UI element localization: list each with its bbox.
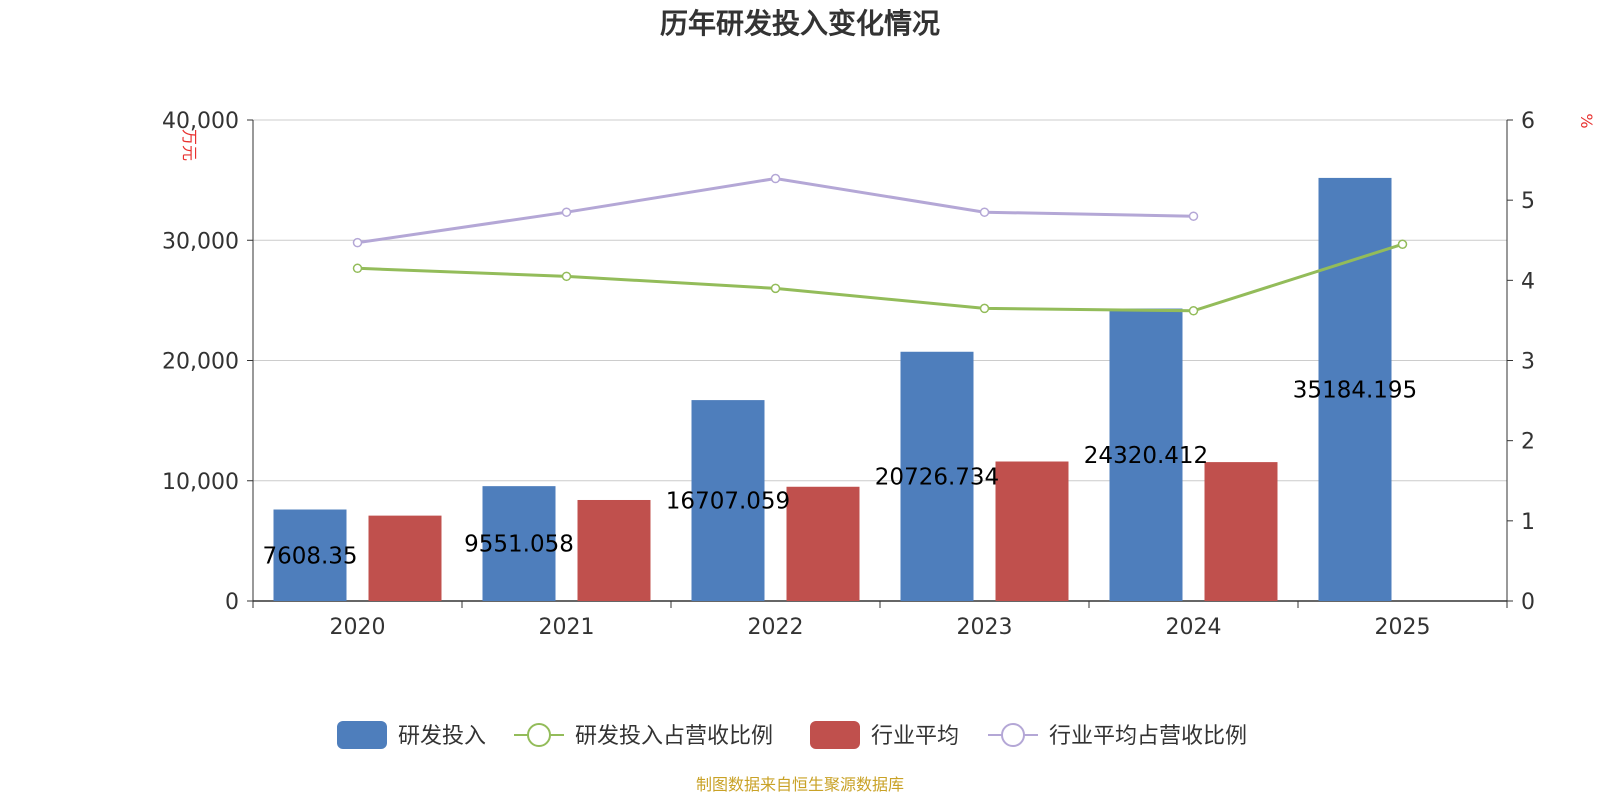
legend-label-0: 研发投入 xyxy=(398,724,486,749)
bar-industry-avg xyxy=(1204,462,1278,601)
left-tick-label: 30,000 xyxy=(162,229,239,254)
line-rd-ratio xyxy=(357,242,1403,313)
right-tick-label: 3 xyxy=(1521,350,1535,375)
line-industry-ratio-point xyxy=(352,237,363,248)
bar-rd-investment xyxy=(273,509,347,601)
legend-label-1: 研发投入占营收比例 xyxy=(575,724,773,749)
bar-data-label: 16707.059 xyxy=(666,489,790,515)
x-tick-label: 2025 xyxy=(1375,615,1431,640)
line-rd-ratio-point xyxy=(979,303,990,314)
bar-rd-investment xyxy=(900,351,974,601)
bar-rd-investment xyxy=(482,486,556,601)
line-industry-ratio xyxy=(357,177,1194,245)
line-rd-ratio-point xyxy=(1397,239,1408,250)
legend-swatch-0 xyxy=(337,721,387,749)
left-tick-label: 40,000 xyxy=(162,109,239,134)
bar-rd-investment xyxy=(691,400,765,601)
bar-industry-avg xyxy=(786,486,860,601)
right-tick-label: 2 xyxy=(1521,430,1535,455)
legend-label-3: 行业平均占营收比例 xyxy=(1049,724,1247,749)
line-rd-ratio-point xyxy=(1188,306,1199,316)
bar-data-label: 35184.195 xyxy=(1293,377,1417,403)
right-axis-unit: % xyxy=(1577,113,1596,128)
line-rd-ratio-point xyxy=(770,283,781,294)
right-tick-label: 0 xyxy=(1521,590,1535,615)
left-tick-label: 20,000 xyxy=(162,350,239,375)
x-tick-label: 2023 xyxy=(957,615,1013,640)
left-tick-label: 0 xyxy=(225,590,239,615)
line-rd-ratio-point xyxy=(352,263,363,274)
bar-rd-investment xyxy=(1318,177,1392,602)
left-tick-label: 10,000 xyxy=(162,470,239,495)
legend-label-2: 行业平均 xyxy=(871,724,959,749)
right-tick-label: 5 xyxy=(1521,189,1535,214)
lines xyxy=(352,173,1408,316)
x-tick-label: 2024 xyxy=(1166,615,1222,640)
bar-data-label: 9551.058 xyxy=(464,532,574,558)
line-rd-ratio-point xyxy=(561,271,572,282)
bars xyxy=(273,177,1392,602)
gridlines xyxy=(253,119,1507,482)
right-tick-label: 4 xyxy=(1521,269,1535,294)
x-tick-label: 2022 xyxy=(748,615,804,640)
bar-rd-investment xyxy=(1109,308,1183,601)
line-industry-ratio-point xyxy=(770,173,781,184)
legend-swatch-2 xyxy=(810,721,860,749)
bar-data-label: 7608.35 xyxy=(262,543,357,569)
legend[interactable]: 研发投入 研发投入占营收比例 行业平均 行业平均占营收比例 xyxy=(337,721,1247,749)
x-tick-label: 2020 xyxy=(330,615,386,640)
right-tick-label: 6 xyxy=(1521,109,1535,134)
legend-swatch-marker-3 xyxy=(1001,723,1025,747)
legend-swatch-marker-1 xyxy=(527,723,551,747)
chart-title: 历年研发投入变化情况 xyxy=(660,7,940,40)
left-axis-unit: 万元 xyxy=(180,129,199,161)
bar-data-label: 24320.412 xyxy=(1084,443,1208,469)
right-tick-label: 1 xyxy=(1521,510,1535,535)
data-labels: 7608.35 9551.058 16707.059 20726.734 24320.4… xyxy=(262,377,1417,569)
source-note: 制图数据来自恒生聚源数据库 xyxy=(696,775,904,794)
bar-industry-avg xyxy=(368,515,442,601)
line-industry-ratio-point xyxy=(1188,211,1199,221)
x-tick-label: 2021 xyxy=(539,615,595,640)
bar-industry-avg xyxy=(995,461,1069,601)
axes: 0 10,000 20,000 30,000 40,000 0 1 2 3 4 5 6 2020 2021… xyxy=(162,109,1535,640)
line-industry-ratio-point xyxy=(561,207,572,217)
bar-data-label: 20726.734 xyxy=(875,464,999,490)
line-industry-ratio-point xyxy=(979,207,990,217)
bar-industry-avg xyxy=(577,499,651,601)
